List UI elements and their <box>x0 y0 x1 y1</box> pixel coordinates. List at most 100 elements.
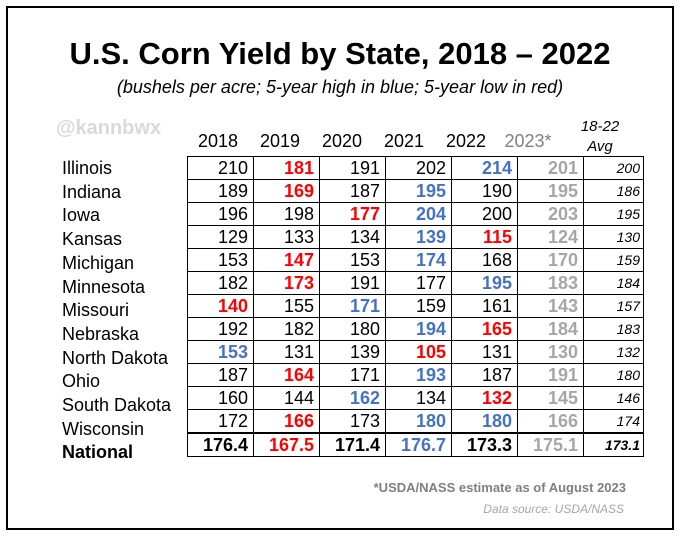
yield-cell: 153 <box>319 248 386 272</box>
yield-cell: 160 <box>187 386 254 410</box>
row-label: Iowa <box>62 205 101 226</box>
yield-cell: 181 <box>253 156 320 180</box>
table-row: 160 144 162 134 132 145 146 <box>187 386 644 410</box>
yield-cell: 171 <box>319 294 386 318</box>
yield-cell: 168 <box>451 248 518 272</box>
table-row: 153 131 139 105 131 130 132 <box>187 340 644 364</box>
yield-cell: 176.4 <box>187 432 254 457</box>
yield-cell: 174 <box>385 248 452 272</box>
yield-cell: 175.1 <box>517 432 584 457</box>
table-row: 196 198 177 204 200 203 195 <box>187 202 644 226</box>
yield-cell: 202 <box>385 156 452 180</box>
yield-cell: 144 <box>253 386 320 410</box>
yield-cell: 167.5 <box>253 432 320 457</box>
yield-cell: 180 <box>451 409 518 434</box>
yield-table: 210 181 191 202 214 201 200 189 169 187 195 190 195 1… <box>187 156 644 457</box>
table-row: 129 133 134 139 115 124 130 <box>187 225 644 249</box>
column-header-2021: 2021 <box>383 131 425 151</box>
column-header-2023: 2023* <box>504 131 552 151</box>
chart-subtitle: (bushels per acre; 5-year high in blue; … <box>116 77 564 97</box>
yield-cell: 166 <box>517 409 584 434</box>
avg-cell: 186 <box>583 179 644 203</box>
yield-cell: 177 <box>319 202 386 226</box>
table-row: 153 147 153 174 168 170 159 <box>187 248 644 272</box>
yield-cell: 214 <box>451 156 518 180</box>
avg-cell: 132 <box>583 340 644 364</box>
table-row: 210 181 191 202 214 201 200 <box>187 156 644 180</box>
yield-cell: 203 <box>517 202 584 226</box>
avg-cell: 157 <box>583 294 644 318</box>
watermark: @kannbwx <box>56 117 162 139</box>
table-row: 140 155 171 159 161 143 157 <box>187 294 644 318</box>
yield-cell: 173 <box>319 409 386 434</box>
yield-cell: 195 <box>517 179 584 203</box>
yield-cell: 139 <box>385 225 452 249</box>
row-label: Michigan <box>62 252 135 273</box>
yield-cell: 182 <box>253 317 320 341</box>
yield-cell: 131 <box>451 340 518 364</box>
avg-cell: 173.1 <box>583 432 644 457</box>
yield-cell: 139 <box>319 340 386 364</box>
yield-cell: 155 <box>253 294 320 318</box>
yield-cell: 115 <box>451 225 518 249</box>
avg-cell: 183 <box>583 317 644 341</box>
yield-cell: 198 <box>253 202 320 226</box>
yield-cell: 162 <box>319 386 386 410</box>
yield-cell: 189 <box>187 179 254 203</box>
row-label: Minnesota <box>62 276 146 297</box>
yield-cell: 131 <box>253 340 320 364</box>
avg-cell: 159 <box>583 248 644 272</box>
yield-cell: 180 <box>385 409 452 434</box>
yield-cell: 134 <box>319 225 386 249</box>
avg-cell: 174 <box>583 409 644 434</box>
data-source: Data source: USDA/NASS <box>483 502 624 516</box>
yield-cell: 166 <box>253 409 320 434</box>
yield-cell: 196 <box>187 202 254 226</box>
row-label: Indiana <box>62 181 122 202</box>
yield-cell: 171 <box>319 363 386 387</box>
yield-cell: 124 <box>517 225 584 249</box>
yield-cell: 153 <box>187 340 254 364</box>
yield-cell: 192 <box>187 317 254 341</box>
yield-cell: 187 <box>187 363 254 387</box>
yield-cell: 180 <box>319 317 386 341</box>
yield-cell: 105 <box>385 340 452 364</box>
avg-cell: 184 <box>583 271 644 295</box>
yield-cell: 182 <box>187 271 254 295</box>
avg-cell: 146 <box>583 386 644 410</box>
yield-cell: 200 <box>451 202 518 226</box>
row-label: Illinois <box>62 158 113 178</box>
yield-cell: 204 <box>385 202 452 226</box>
table-row: 189 169 187 195 190 195 186 <box>187 179 644 203</box>
yield-cell: 172 <box>187 409 254 434</box>
table-row: 192 182 180 194 165 184 183 <box>187 317 644 341</box>
yield-cell: 171.4 <box>319 432 386 457</box>
footnote: *USDA/NASS estimate as of August 2023 <box>373 480 626 495</box>
yield-cell: 210 <box>187 156 254 180</box>
yield-cell: 201 <box>517 156 584 180</box>
yield-cell: 129 <box>187 225 254 249</box>
yield-cell: 169 <box>253 179 320 203</box>
column-header-2018: 2018 <box>197 131 239 151</box>
row-label: National <box>62 442 134 463</box>
yield-cell: 190 <box>451 179 518 203</box>
yield-cell: 195 <box>385 179 452 203</box>
avg-header-line2: Avg <box>587 138 613 155</box>
yield-cell: 153 <box>187 248 254 272</box>
row-label: Kansas <box>62 229 123 250</box>
row-label: Nebraska <box>62 323 140 344</box>
row-label: Wisconsin <box>62 418 145 439</box>
table-row: 187 164 171 193 187 191 180 <box>187 363 644 387</box>
yield-cell: 147 <box>253 248 320 272</box>
table-row: 172 166 173 180 180 166 174 <box>187 409 644 434</box>
table-row: 176.4 167.5 171.4 176.7 173.3 175.1 173.1 <box>187 432 644 457</box>
yield-cell: 191 <box>319 156 386 180</box>
yield-cell: 143 <box>517 294 584 318</box>
yield-cell: 193 <box>385 363 452 387</box>
yield-cell: 159 <box>385 294 452 318</box>
yield-cell: 173.3 <box>451 432 518 457</box>
yield-cell: 191 <box>517 363 584 387</box>
yield-cell: 177 <box>385 271 452 295</box>
avg-column-header: 18-22 Avg <box>574 117 626 157</box>
avg-header-line1: 18-22 <box>580 118 620 135</box>
